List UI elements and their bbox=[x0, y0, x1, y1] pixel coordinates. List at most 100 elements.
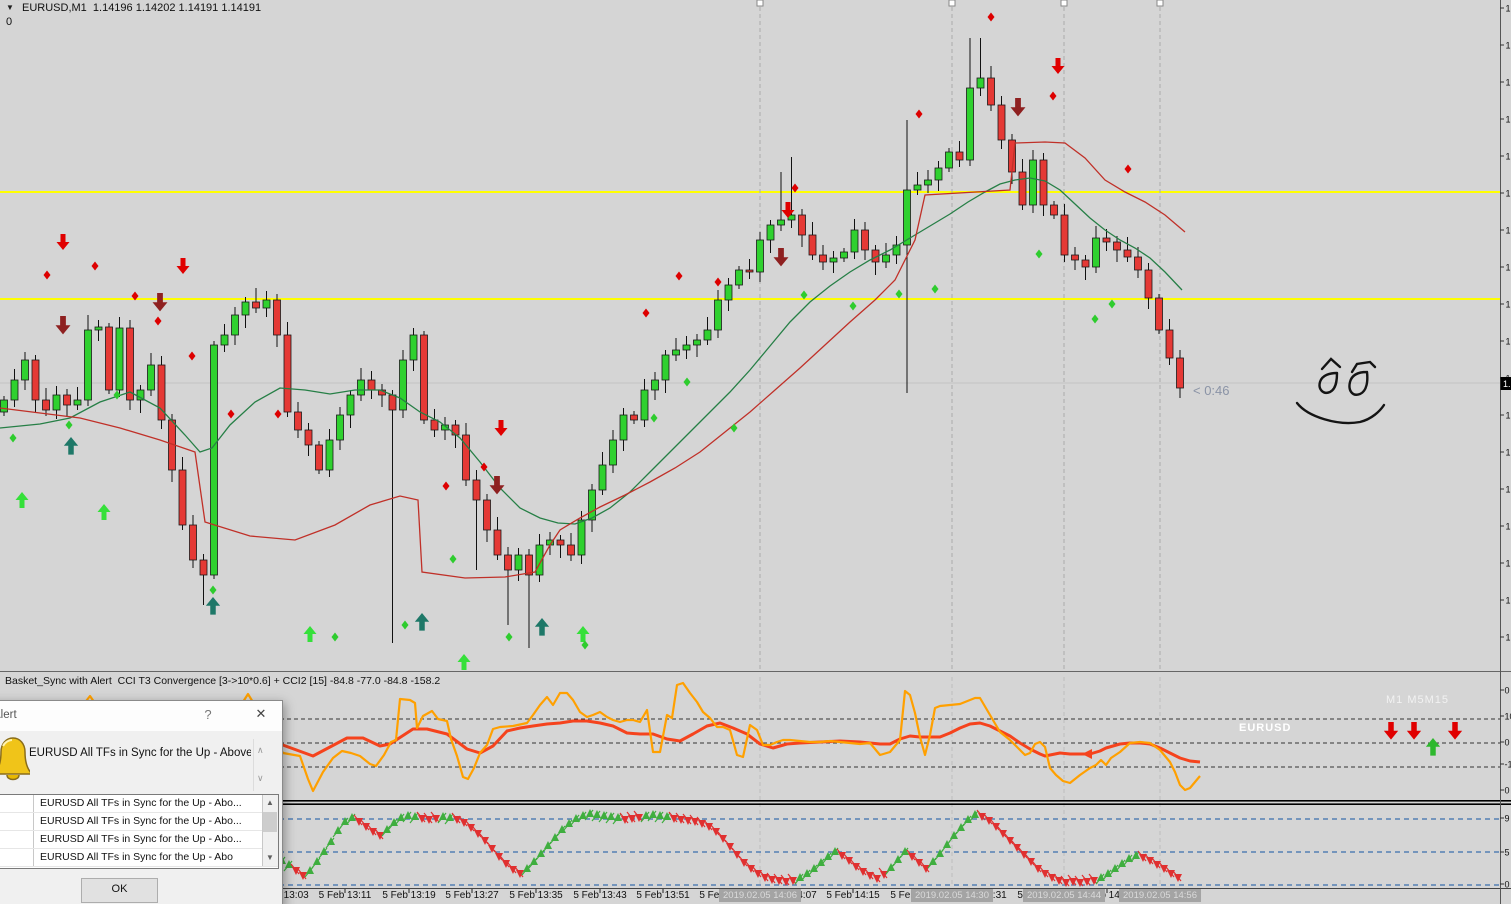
signal-arrow-icon bbox=[530, 857, 538, 865]
signal-arrow-icon bbox=[831, 847, 839, 855]
signal-arrow-icon bbox=[1027, 858, 1035, 866]
candle bbox=[105, 326, 113, 391]
candle bbox=[651, 379, 659, 391]
time-label: 5 Feb 13:27 bbox=[445, 890, 499, 901]
candle bbox=[556, 539, 565, 546]
signal-arrow-icon bbox=[866, 872, 874, 880]
message-scroll-down-icon[interactable]: ∨ bbox=[257, 773, 264, 783]
alert-row[interactable]: :26... EURUSD All TFs in Sync for the Up … bbox=[0, 813, 278, 831]
candle bbox=[178, 469, 187, 526]
candle bbox=[525, 554, 533, 576]
candle bbox=[703, 329, 712, 341]
alert-row[interactable]: :26... EURUSD All TFs in Sync for the Up … bbox=[0, 795, 278, 813]
scrollbar-thumb[interactable] bbox=[263, 812, 277, 832]
divider bbox=[253, 739, 254, 791]
price-tick-label: 1.1 bbox=[1506, 4, 1511, 14]
signal-arrow-icon bbox=[789, 877, 797, 885]
list-scrollbar[interactable]: ▲ ▼ bbox=[262, 795, 278, 866]
dialog-close-icon[interactable]: ✕ bbox=[255, 706, 267, 721]
cci-t3-line bbox=[0, 719, 1201, 764]
price-tick-label: 1.1 bbox=[1506, 448, 1511, 458]
candle bbox=[304, 429, 313, 446]
up-arrow-icon bbox=[63, 437, 79, 455]
message-scroll-up-icon[interactable]: ∧ bbox=[257, 745, 264, 755]
scroll-up-icon[interactable]: ▲ bbox=[263, 795, 277, 811]
green-diamond-icon bbox=[1108, 299, 1116, 309]
price-tick-label: 1.1 bbox=[1506, 41, 1511, 51]
candle bbox=[987, 77, 995, 106]
dialog-titlebar[interactable] bbox=[0, 701, 282, 731]
signal-arrow-icon bbox=[957, 823, 965, 831]
price-tick-label: 1.1 bbox=[1506, 485, 1511, 495]
alert-list[interactable]: :26... EURUSD All TFs in Sync for the Up … bbox=[0, 794, 279, 869]
signal-arrow-icon bbox=[397, 813, 405, 821]
time-label: 5 Feb 13:11 bbox=[318, 890, 372, 901]
alert-row[interactable]: :26... EURUSD All TFs in Sync for the Up … bbox=[0, 831, 278, 849]
signal-arrow-icon bbox=[1062, 879, 1070, 887]
time-label: 5 Feb 13:35 bbox=[509, 890, 563, 901]
candle bbox=[1081, 259, 1090, 268]
vline-handle bbox=[1060, 0, 1068, 7]
indicator-label: Basket_Sync with Alert CCI T3 Convergenc… bbox=[5, 675, 441, 687]
candle bbox=[231, 314, 239, 336]
candle bbox=[766, 224, 775, 241]
smiley-drawing bbox=[1350, 360, 1377, 374]
candle bbox=[903, 189, 911, 246]
ma-slow-line bbox=[0, 141, 1186, 579]
candle bbox=[756, 239, 764, 273]
down-arrow-icon bbox=[1447, 722, 1463, 740]
candle bbox=[73, 399, 82, 406]
price-tick-label: 1.1 bbox=[1506, 189, 1511, 199]
candle bbox=[294, 411, 302, 431]
price-tick-label: 1.1 bbox=[1506, 633, 1511, 643]
signal-arrow-icon bbox=[600, 811, 608, 819]
dialog-help-button[interactable]: ? bbox=[204, 707, 212, 722]
candle bbox=[1165, 329, 1174, 359]
candle bbox=[31, 359, 40, 401]
green-diamond-icon bbox=[209, 585, 217, 595]
signal-arrow-icon bbox=[649, 810, 657, 818]
green-diamond-icon bbox=[505, 632, 513, 642]
candle bbox=[157, 364, 166, 421]
down-arrow-icon bbox=[1051, 58, 1065, 74]
candle bbox=[94, 326, 103, 331]
signal-arrow-icon bbox=[796, 873, 804, 881]
ok-button[interactable]: OK bbox=[81, 878, 158, 903]
signal-arrow-icon bbox=[635, 814, 643, 822]
green-diamond-icon bbox=[895, 289, 903, 299]
price-tick-label: 1.1 bbox=[1506, 115, 1511, 125]
time-axis[interactable]: 5 Feb 13:035 Feb 13:115 Feb 13:195 Feb 1… bbox=[0, 889, 1511, 904]
candle bbox=[924, 179, 932, 186]
candle bbox=[1039, 159, 1048, 206]
signal-arrow-icon bbox=[901, 847, 909, 855]
candle bbox=[115, 327, 124, 391]
candle bbox=[42, 399, 50, 411]
signal-arrow-icon bbox=[1097, 873, 1105, 881]
candle bbox=[1029, 159, 1037, 206]
signal-arrow-icon bbox=[677, 816, 685, 824]
candle bbox=[1102, 237, 1111, 243]
signal-arrow-icon bbox=[936, 849, 944, 857]
indicator-tick-label: 10 bbox=[1505, 712, 1511, 722]
signal-arrow-icon bbox=[929, 857, 937, 865]
symbol-dropdown-icon[interactable]: ▼ bbox=[6, 3, 14, 12]
signal-arrow-icon bbox=[320, 847, 328, 855]
signal-arrow-icon bbox=[670, 815, 678, 823]
candle bbox=[640, 389, 649, 421]
scroll-down-icon[interactable]: ▼ bbox=[263, 850, 277, 866]
green-diamond-icon bbox=[331, 632, 339, 642]
candle bbox=[283, 334, 292, 413]
red-diamond-icon bbox=[987, 12, 995, 22]
signal-arrow-icon bbox=[978, 813, 986, 821]
signal-arrow-icon bbox=[999, 830, 1007, 838]
up-arrow-icon bbox=[576, 626, 590, 642]
alert-row-text: EURUSD All TFs in Sync for the Up - Abo.… bbox=[40, 815, 242, 827]
signal-arrow-icon bbox=[656, 811, 664, 819]
alert-row[interactable]: :26 EURUSD All TFs in Sync for the Up - A… bbox=[0, 849, 278, 867]
candle bbox=[1134, 256, 1142, 271]
signal-arrow-icon bbox=[922, 865, 930, 873]
symbol-quote-line: EURUSD,M1 1.14196 1.14202 1.14191 1.1419… bbox=[22, 2, 262, 14]
signal-arrow-icon bbox=[509, 866, 517, 874]
green-diamond-icon bbox=[401, 620, 409, 630]
candle bbox=[1050, 204, 1058, 216]
